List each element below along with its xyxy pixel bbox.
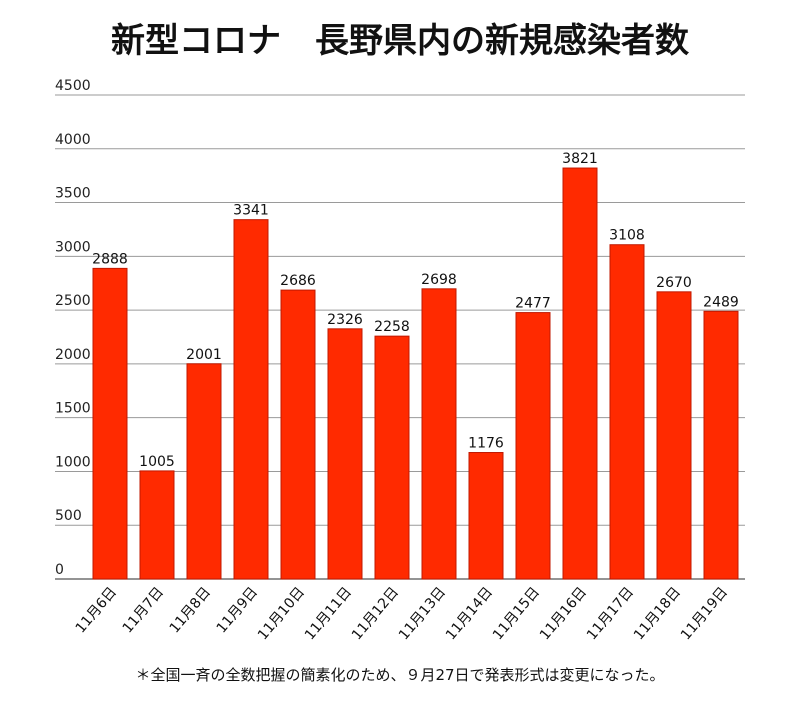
bar [139,470,175,580]
y-tick-label: 2000 [55,347,91,363]
y-tick-labels: 0 500 1000 1500 2000 2500 3000 3500 4000 4500 [55,78,91,578]
data-label: 2001 [186,347,222,363]
y-tick-label: 3000 [55,239,91,255]
y-tick-label: 1500 [55,401,91,417]
y-tick-label: 0 [55,562,64,578]
bar [515,312,551,580]
bar [609,244,645,580]
data-label: 2258 [374,319,410,335]
data-label: 2326 [327,312,363,328]
chart-title: 新型コロナ 長野県内の新規感染者数 [111,21,689,61]
y-tick-label: 4500 [55,78,91,94]
data-label: 3108 [609,228,645,244]
data-label: 2686 [280,273,316,289]
bar [233,219,269,580]
bar [703,310,739,580]
value-labels: 2888 1005 2001 3341 2686 2326 2258 2698 1176 2477… [92,151,739,470]
bar [562,167,598,580]
data-label: 3821 [562,151,598,167]
data-label: 2477 [515,296,551,312]
y-tick-label: 4000 [55,132,91,148]
y-tick-label: 2500 [55,293,91,309]
y-tick-label: 500 [55,508,82,524]
footnote: ＊全国一斉の全数把握の簡素化のため、９月27日で発表形式は変更になった。 [135,666,664,684]
bar [656,291,692,580]
bar [421,288,457,580]
data-label: 2698 [421,272,457,288]
bar [468,452,504,580]
data-label: 3341 [233,203,269,219]
y-tick-label: 1000 [55,454,91,470]
y-tick-label: 3500 [55,186,91,202]
bar [327,328,363,580]
data-label: 2489 [703,294,739,310]
data-label: 1176 [468,436,504,452]
bar [92,267,128,580]
bars [92,167,739,580]
data-label: 2888 [92,251,128,267]
bar [374,335,410,580]
data-label: 2670 [656,275,692,291]
data-label: 1005 [139,454,175,470]
bar [280,289,316,580]
bar [186,363,222,580]
